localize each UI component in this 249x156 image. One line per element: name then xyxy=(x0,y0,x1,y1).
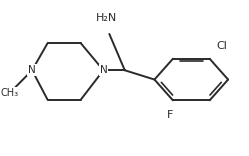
Text: CH₃: CH₃ xyxy=(0,88,19,98)
Text: H₂N: H₂N xyxy=(96,13,118,23)
Text: N: N xyxy=(100,65,107,75)
Text: N: N xyxy=(28,65,36,75)
Text: F: F xyxy=(167,110,174,120)
Text: Cl: Cl xyxy=(217,41,228,51)
